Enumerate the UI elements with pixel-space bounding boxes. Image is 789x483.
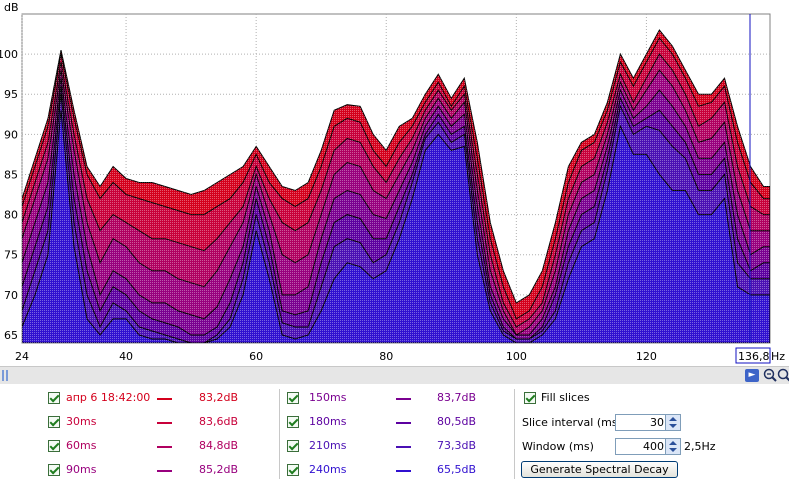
divider	[514, 389, 515, 479]
slice-interval-stepper[interactable]	[665, 415, 680, 430]
legend-item-checkbox[interactable]	[48, 440, 60, 452]
legend-item-swatch	[157, 470, 172, 472]
zoom-in-icon[interactable]	[777, 368, 789, 383]
window-input[interactable]: 400	[615, 438, 681, 455]
zoom-out-icon[interactable]	[763, 368, 778, 383]
legend-item-label: 210ms	[309, 439, 347, 452]
decay-slices	[22, 29, 770, 343]
legend-item-label: 150ms	[309, 391, 347, 404]
legend-item-label: 240ms	[309, 463, 347, 476]
y-tick-label: 70	[4, 289, 18, 302]
legend-item-checkbox[interactable]	[287, 464, 299, 476]
legend-item-swatch	[157, 398, 172, 400]
legend-item-label: 60ms	[66, 439, 97, 452]
decay-slice-texture	[22, 110, 770, 343]
scroll-right-button[interactable]: ►	[745, 369, 759, 382]
legend-item-level: 65,5dB	[436, 463, 476, 476]
y-tick-label: 90	[4, 128, 18, 141]
legend-item-checkbox[interactable]	[287, 440, 299, 452]
x-tick-label: 60	[249, 350, 263, 363]
slice-interval-value: 30	[650, 416, 664, 429]
window-value: 400	[643, 440, 664, 453]
y-tick-labels: 65 70 75 80 85 90 95 100	[0, 48, 18, 342]
divider	[279, 389, 280, 479]
generate-spectral-decay-button[interactable]: Generate Spectral Decay	[521, 461, 678, 478]
arrow-up-icon[interactable]	[669, 441, 677, 445]
legend-item-level: 83,7dB	[436, 391, 476, 404]
legend-item-swatch	[396, 398, 411, 400]
y-axis-unit: dB	[4, 1, 19, 14]
horizontal-scrollbar[interactable]: ►	[0, 366, 789, 384]
legend-item-level: 73,3dB	[436, 439, 476, 452]
arrow-up-icon[interactable]	[669, 417, 677, 421]
legend-item-label: апр 6 18:42:00	[66, 391, 151, 404]
legend-item-swatch	[396, 470, 411, 472]
window-resolution: 2,5Hz	[684, 440, 716, 453]
y-tick-label: 75	[4, 249, 18, 262]
arrow-down-icon[interactable]	[669, 424, 677, 428]
legend-item-checkbox[interactable]	[287, 392, 299, 404]
arrow-down-icon[interactable]	[669, 448, 677, 452]
y-tick-label: 85	[4, 168, 18, 181]
spectral-decay-chart[interactable]: dB 65 70 75 80 85 90 95 100 24 40 60 80 100 120 136,…	[0, 0, 789, 366]
scroll-grip-icon[interactable]	[1, 369, 11, 382]
fill-slices-checkbox[interactable]	[524, 392, 536, 404]
y-tick-label: 100	[0, 48, 18, 61]
x-tick-label: 100	[506, 350, 527, 363]
x-axis-unit: Hz	[771, 350, 785, 363]
legend-item-label: 30ms	[66, 415, 97, 428]
slice-interval-label: Slice interval (ms):	[522, 416, 626, 429]
window-label: Window (ms)	[522, 440, 594, 453]
x-tick-label: 40	[119, 350, 133, 363]
legend-item-level: 84,8dB	[198, 439, 238, 452]
legend-item-checkbox[interactable]	[287, 416, 299, 428]
cursor-readout: 136,8	[738, 350, 770, 363]
window-stepper[interactable]	[665, 439, 680, 454]
legend-item-checkbox[interactable]	[48, 464, 60, 476]
cursor-readout-box	[735, 347, 771, 364]
x-tick-label: 80	[379, 350, 393, 363]
legend-item-checkbox[interactable]	[48, 416, 60, 428]
legend-item-level: 80,5dB	[436, 415, 476, 428]
x-tick-label: 120	[636, 350, 657, 363]
legend-item-swatch	[157, 446, 172, 448]
y-tick-label: 65	[4, 329, 18, 342]
legend-item-checkbox[interactable]	[48, 392, 60, 404]
legend-item-label: 90ms	[66, 463, 97, 476]
legend-item-level: 83,2dB	[198, 391, 238, 404]
y-tick-label: 95	[4, 88, 18, 101]
legend-item-swatch	[396, 446, 411, 448]
slice-interval-input[interactable]: 30	[615, 414, 681, 431]
legend-item-level: 85,2dB	[198, 463, 238, 476]
legend-item-level: 83,6dB	[198, 415, 238, 428]
legend-item-swatch	[396, 422, 411, 424]
legend-item-swatch	[157, 422, 172, 424]
fill-slices-label: Fill slices	[541, 391, 590, 404]
x-tick-label: 24	[15, 350, 29, 363]
legend-item-label: 180ms	[309, 415, 347, 428]
x-tick-labels: 24 40 60 80 100 120	[15, 350, 657, 363]
y-tick-label: 80	[4, 209, 18, 222]
